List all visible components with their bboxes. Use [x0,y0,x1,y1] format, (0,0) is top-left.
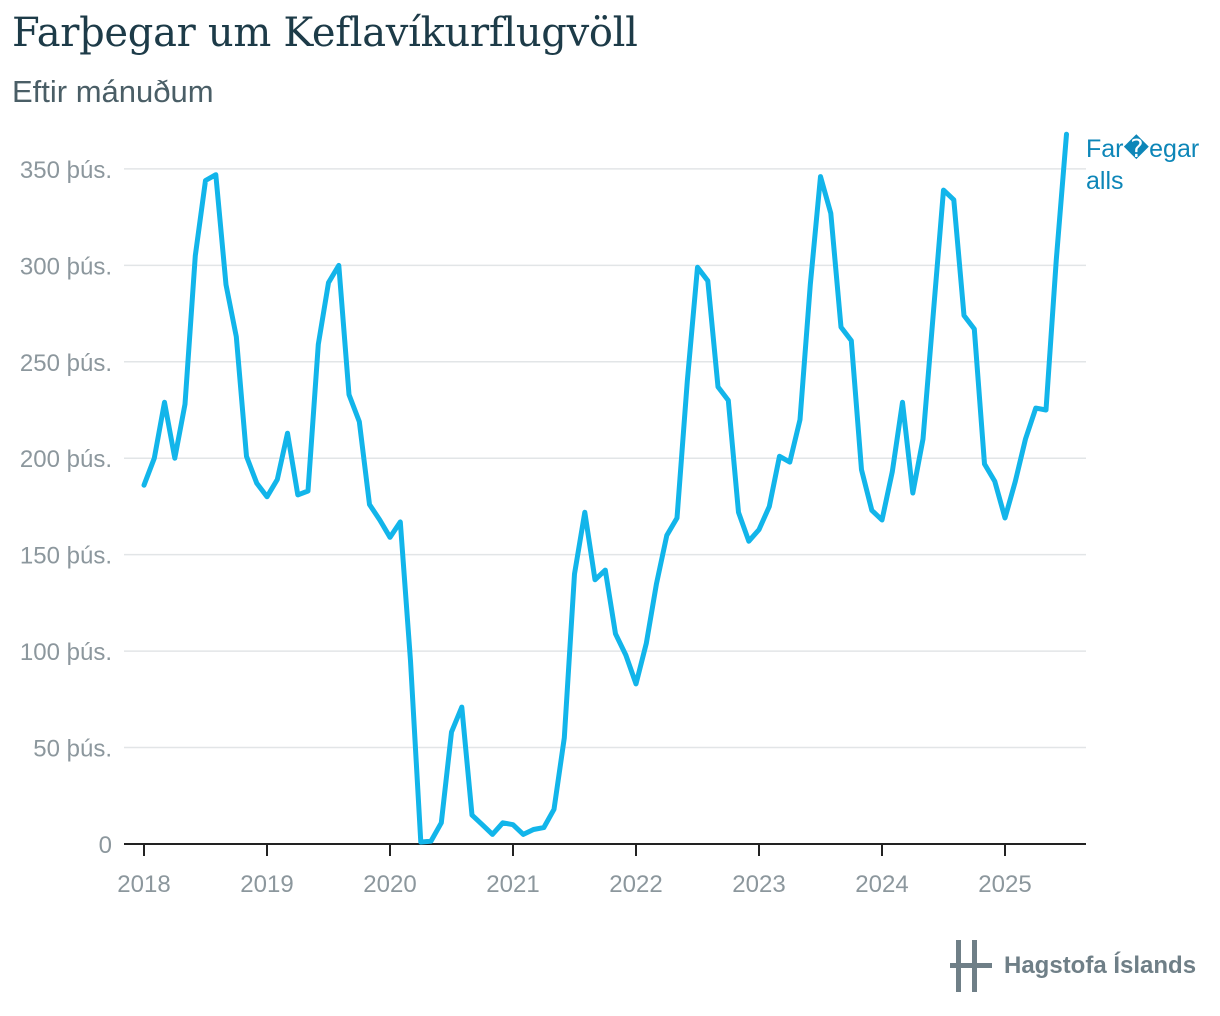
series-label-line: alls [1086,167,1124,195]
y-tick-label: 150 þús. [20,543,112,570]
hagstofa-logo-icon [950,940,992,992]
y-tick-label: 350 þús. [20,157,112,184]
x-tick-label: 2018 [117,871,170,898]
chart-subtitle: Eftir mánuðum [12,74,214,109]
x-tick-label: 2022 [609,871,662,898]
chart-title: Farþegar um Keflavíkurflugvöll [12,10,638,56]
x-tick-label: 2020 [363,871,416,898]
y-tick-label: 0 [99,832,112,859]
series-label-line: Far�egar [1086,134,1199,163]
x-tick-label: 2019 [240,871,293,898]
series-label: Far�egar alls [1086,134,1199,195]
x-tick-label: 2024 [855,871,908,898]
y-tick-label: 200 þús. [20,446,112,473]
x-tick-label: 2025 [978,871,1031,898]
hagstofa-logo: Hagstofa Íslands [950,940,1196,992]
y-tick-label: 100 þús. [20,639,112,666]
y-tick-label: 250 þús. [20,350,112,377]
y-tick-label: 50 þús. [33,736,112,763]
y-tick-label: 300 þús. [20,253,112,280]
hagstofa-logo-text: Hagstofa Íslands [1004,952,1197,979]
x-tick-label: 2021 [486,871,539,898]
x-tick-label: 2023 [732,871,785,898]
series-line [141,131,1069,845]
